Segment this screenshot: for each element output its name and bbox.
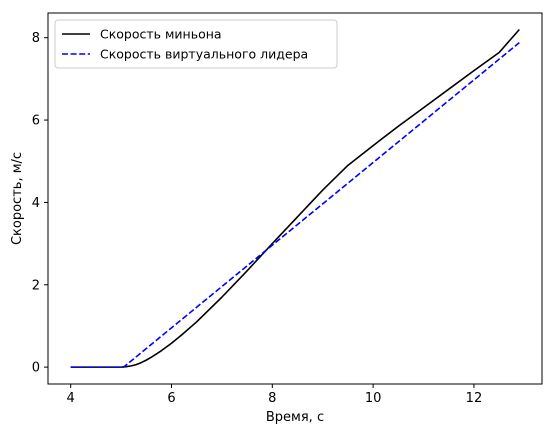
axes-layer: 4 6 8 10 12 0 2 4 6 8 [32, 12, 543, 406]
legend-label: Скорость миньона [100, 27, 222, 42]
plot-area [48, 13, 542, 384]
y-axis-label: Скорость, м/с [10, 152, 25, 245]
y-tick-label: 2 [32, 278, 40, 293]
y-tick-label: 0 [32, 361, 40, 376]
y-tick-label: 8 [32, 31, 40, 46]
x-tick-label: 8 [268, 391, 276, 406]
plot-frame [47, 12, 543, 385]
x-tick-label: 4 [67, 391, 75, 406]
legend-label: Скорость виртуального лидера [100, 47, 308, 62]
legend: Скорость миньона Скорость виртуального ли… [54, 19, 338, 69]
y-tick-label: 6 [32, 114, 40, 129]
series-layer [70, 28, 520, 368]
y-tick-label: 4 [32, 196, 40, 211]
legend-box [54, 19, 338, 69]
x-axis-label: Время, с [266, 410, 324, 425]
x-tick-label: 6 [167, 391, 175, 406]
x-tick-label: 10 [365, 391, 382, 406]
x-tick-label: 12 [466, 391, 483, 406]
series-line-2 [70, 42, 520, 368]
series-line-1 [70, 28, 520, 368]
